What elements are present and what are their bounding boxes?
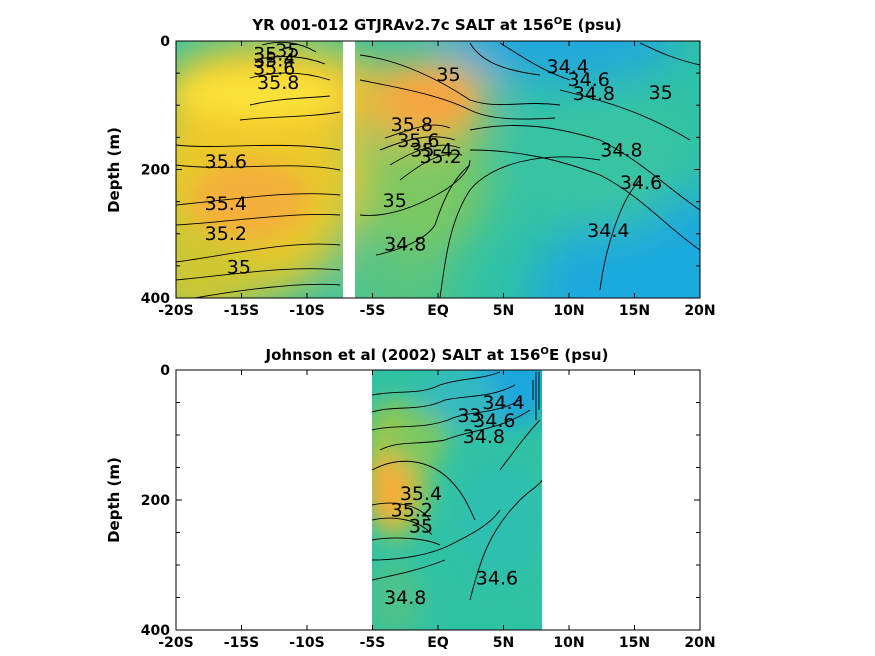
chart-top-xtick-label: -5S <box>360 303 386 319</box>
chart-top-ytick-label: 400 <box>141 291 170 307</box>
chart-top-ytick-label: 0 <box>160 34 170 50</box>
chart-top-contour-label: 35.2 <box>419 146 461 168</box>
chart-top-xtick-label: EQ <box>427 303 449 319</box>
chart-top-contour-label: 34.8 <box>573 83 615 105</box>
chart-top-contour-label: 35.8 <box>391 114 433 136</box>
chart-top-contour-label: 34.6 <box>620 172 662 194</box>
chart-top-xtick-label: -15S <box>224 303 259 319</box>
chart-bottom-xtick-label: 10N <box>553 635 584 651</box>
chart-top-xtick-label: -10S <box>289 303 324 319</box>
chart-bottom-contours <box>372 371 542 601</box>
chart-top-contour-label: 35 <box>436 64 460 86</box>
chart-top-contour-label: 35 <box>275 40 299 62</box>
chart-top-contour-labels: 3535.235.435.635.835.635.435.2353535.835… <box>205 40 673 279</box>
chart-top-xtick-label: 10N <box>553 303 584 319</box>
chart-bottom-ytick-label: 400 <box>141 623 170 639</box>
chart-bottom-contour-label: 35 <box>409 516 433 538</box>
chart-top-contour-label: 35.6 <box>205 151 247 173</box>
chart-top-xtick-label: 15N <box>619 303 650 319</box>
chart-top-ytick-label: 200 <box>141 163 170 179</box>
chart-bottom-contour-label: 35.2 <box>391 499 433 521</box>
chart-top-contour-label: 35 <box>383 190 407 212</box>
chart-bottom-xtick-label: -15S <box>224 635 259 651</box>
chart-top-field <box>176 41 700 298</box>
chart-bottom-contour-label: 34.4 <box>482 392 524 414</box>
chart-bottom-contour-label: 34.6 <box>476 568 518 590</box>
chart-top-contour-label: 34.8 <box>384 233 426 255</box>
chart-top-contour-label: 35.8 <box>257 72 299 94</box>
chart-top-ylabel: Depth (m) <box>105 127 123 213</box>
chart-bottom-contour-label: 35.4 <box>400 483 442 505</box>
chart-bottom-ylabel: Depth (m) <box>105 457 123 543</box>
chart-bottom-xtick-label: EQ <box>427 635 449 651</box>
chart-bottom-contour-label: 34.8 <box>463 426 505 448</box>
chart-top-contour-label: 35.4 <box>410 140 452 162</box>
chart-top-contour-label: 35.6 <box>397 130 439 152</box>
chart-bottom-contour-label: 34.8 <box>384 587 426 609</box>
chart-top-contour-label: 35.2 <box>205 223 247 245</box>
chart-bottom-contour-label: 34.6 <box>473 410 515 432</box>
chart-bottom-xtick-label: -10S <box>289 635 324 651</box>
chart-bottom-ticks: -20S -15S -10S -5S EQ 5N 10N 15N 20N 0 200 400 <box>141 363 716 651</box>
chart-top-contour-label: 35 <box>649 82 673 104</box>
chart-bottom-xtick-label: -5S <box>360 635 386 651</box>
chart-top-contour-label: 35.2 <box>253 43 295 65</box>
chart-bottom-xtick-label: 20N <box>684 635 715 651</box>
chart-top-contour-label: 35.4 <box>205 193 247 215</box>
chart-bottom-ytick-label: 0 <box>160 363 170 379</box>
chart-top-xtick-label: -20S <box>158 303 193 319</box>
chart-top-data-gap <box>343 41 355 298</box>
chart-top-ticks: -20S -15S -10S -5S EQ 5N 10N 15N 20N 0 200 400 <box>141 34 716 319</box>
chart-bottom-xtick-label: -20S <box>158 635 193 651</box>
chart-top: YR 001-012 GTJRAv2.7c SALT at 156OE (psu… <box>105 16 716 319</box>
chart-bottom-ytick-label: 200 <box>141 493 170 509</box>
chart-top-contour-label: 34.4 <box>587 220 629 242</box>
chart-bottom-xtick-label: 5N <box>493 635 514 651</box>
chart-top-contour-label: 34.6 <box>567 69 609 91</box>
chart-bottom-field <box>372 370 542 630</box>
chart-top-contour-label: 34.4 <box>547 56 589 78</box>
chart-top-contours <box>176 41 700 298</box>
chart-top-title: YR 001-012 GTJRAv2.7c SALT at 156OE (psu… <box>251 16 621 34</box>
chart-bottom-contour-label: 33 <box>457 405 481 427</box>
chart-top-contour-label: 35.4 <box>253 50 295 72</box>
chart-top-contour-label: 34.8 <box>600 140 642 162</box>
chart-top-xtick-label: 5N <box>493 303 514 319</box>
chart-bottom-xtick-label: 15N <box>619 635 650 651</box>
chart-bottom: Johnson et al (2002) SALT at 156OE (psu)… <box>105 346 716 651</box>
chart-top-contour-label: 35.6 <box>253 57 295 79</box>
chart-top-contour-label: 35 <box>227 257 251 279</box>
chart-top-xtick-label: 20N <box>684 303 715 319</box>
chart-bottom-title: Johnson et al (2002) SALT at 156OE (psu) <box>265 346 609 364</box>
